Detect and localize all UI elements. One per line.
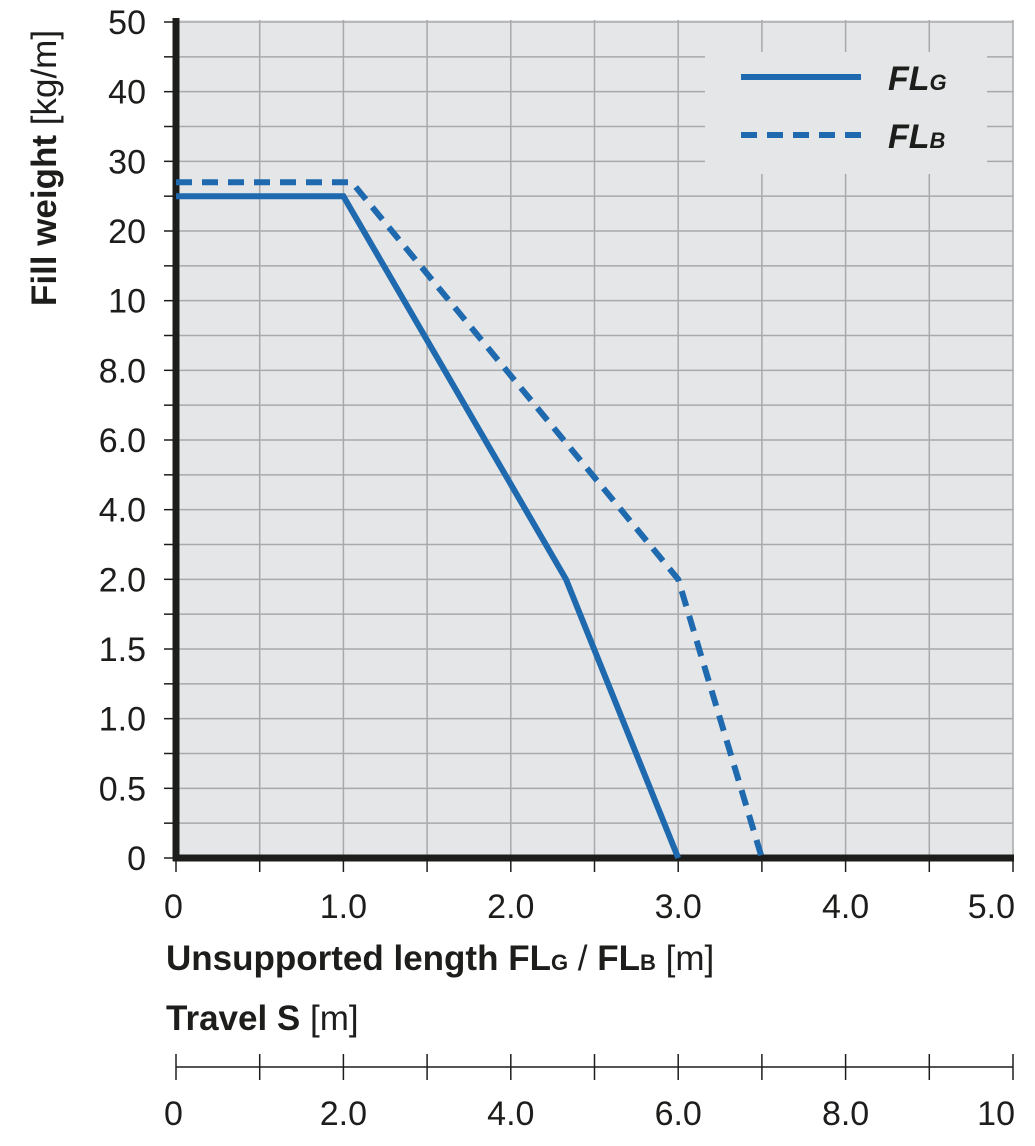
y-tick-label: 6.0: [99, 422, 146, 460]
y-tick-label: 0: [127, 840, 146, 878]
x-tick-label: 4.0: [822, 888, 869, 926]
y-tick-label: 20: [108, 213, 146, 251]
legend-label-b: FLB: [888, 118, 946, 156]
x-tick-label: 5.0: [968, 888, 1015, 926]
y-tick-label: 2.0: [99, 561, 146, 599]
y-tick-label: 1.5: [99, 631, 146, 669]
travel-tick-label: 2.0: [320, 1095, 367, 1133]
travel-tick-label: 10: [977, 1095, 1015, 1133]
travel-axis-title: Travel S [m]: [166, 999, 359, 1038]
y-tick-label: 8.0: [99, 352, 146, 390]
series-line-g: [176, 193, 681, 860]
x-tick-label: 0: [164, 888, 183, 926]
y-tick-label: 1.0: [99, 701, 146, 739]
y-tick-label: 0.5: [99, 770, 146, 808]
travel-tick-label: 6.0: [655, 1095, 702, 1133]
y-tick-label: 4.0: [99, 492, 146, 530]
x-tick-label: 2.0: [487, 888, 534, 926]
y-tick-label: 40: [108, 74, 146, 112]
travel-tick-label: 0: [164, 1095, 183, 1133]
y-axis-title: Fill weight [kg/m]: [25, 30, 64, 306]
legend-box: [705, 52, 987, 174]
y-axis-ticks: 0 0.5 1.0 1.5 2.0 4.0 6.0 8.0 10 20 30 40 50: [99, 4, 176, 878]
y-tick-label: 50: [108, 4, 146, 42]
travel-tick-label: 8.0: [822, 1095, 869, 1133]
x-tick-label: 1.0: [320, 888, 367, 926]
series-line-b: [176, 179, 765, 859]
travel-tick-label: 4.0: [487, 1095, 534, 1133]
travel-axis: 0 2.0 4.0 6.0 8.0 10: [164, 1054, 1015, 1133]
legend-label-g: FLG: [888, 60, 947, 98]
legend: FLG FLB: [705, 52, 987, 174]
x-axis-ticks: 0 1.0 2.0 3.0 4.0 5.0: [164, 858, 1015, 926]
x-tick-label: 3.0: [655, 888, 702, 926]
y-tick-label: 30: [108, 143, 146, 181]
y-tick-label: 10: [108, 283, 146, 321]
x-axis-title: Unsupported length FLG / FLB [m]: [166, 939, 714, 978]
